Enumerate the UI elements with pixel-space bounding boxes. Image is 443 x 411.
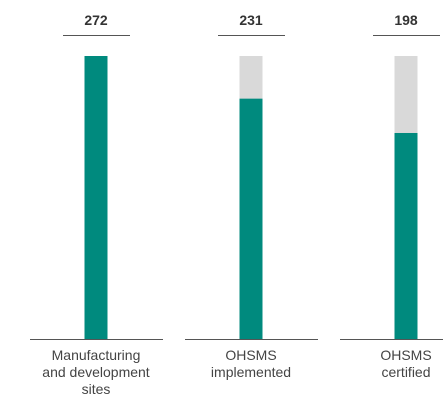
value-label: 272	[84, 12, 108, 28]
category-label: OHSMS certified	[380, 347, 432, 380]
category-label: Manufacturing and development sites	[42, 347, 150, 397]
bar	[394, 132, 418, 339]
bar	[84, 56, 108, 339]
category-label: OHSMS implemented	[210, 347, 292, 380]
bar	[239, 98, 263, 340]
value-label: 231	[239, 12, 263, 28]
value-label: 198	[394, 12, 418, 28]
